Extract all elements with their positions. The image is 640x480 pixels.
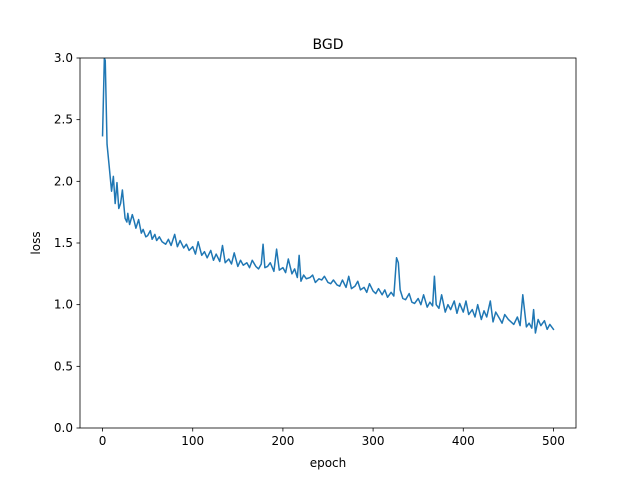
x-tick-label: 300 [362,434,385,448]
y-axis-ticks: 0.0 0.5 1.0 1.5 2.0 2.5 3.0 [54,51,80,435]
plot-area [80,58,576,428]
x-tick-label: 100 [181,434,204,448]
x-axis-label: epoch [310,456,347,470]
y-axis-label: loss [29,231,43,254]
y-tick-label: 3.0 [54,51,73,65]
x-tick-label: 400 [452,434,475,448]
x-axis-ticks: 0 100 200 300 400 500 [99,428,565,448]
y-tick-label: 2.0 [54,174,73,188]
x-tick-label: 500 [542,434,565,448]
x-tick-label: 0 [99,434,107,448]
y-tick-label: 0.5 [54,359,73,373]
y-tick-label: 1.5 [54,236,73,250]
series-line-0 [101,58,555,334]
y-tick-label: 1.0 [54,298,73,312]
y-tick-label: 0.0 [54,421,73,435]
chart-title: BGD [313,37,344,53]
series-layer [101,58,555,334]
x-tick-label: 200 [271,434,294,448]
y-tick-label: 2.5 [54,113,73,127]
